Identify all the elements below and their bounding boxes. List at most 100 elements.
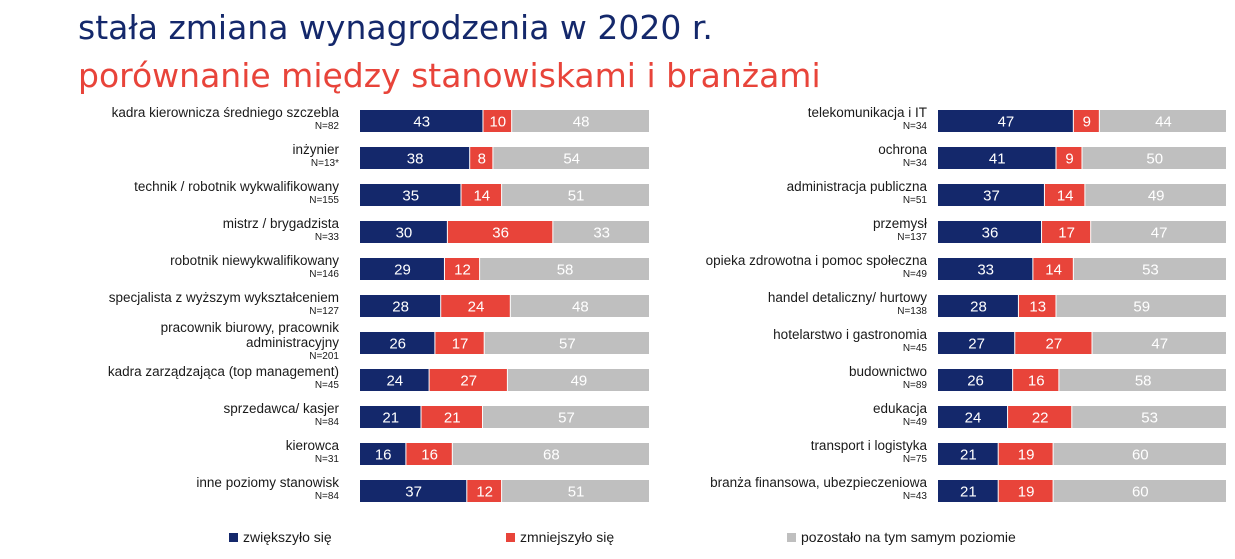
industry-sample-size-1: N=34 [903, 158, 928, 169]
position-category-label-3: mistrz / brygadzista [223, 216, 340, 231]
industry-data-label-same-0: 44 [1155, 114, 1172, 131]
position-data-label-decreased-1: 8 [478, 151, 486, 168]
position-sample-size-8: N=84 [315, 417, 340, 428]
position-category-label-8: sprzedawca/ kasjer [223, 401, 339, 416]
industry-data-label-decreased-8: 22 [1032, 410, 1049, 427]
industry-bar-same-2 [1085, 184, 1226, 206]
position-data-label-increased-6: 26 [389, 336, 406, 353]
legend-label-increased: zwiększyło się [243, 529, 332, 545]
legend-swatch-increased [229, 532, 238, 542]
position-bar-increased-0 [360, 110, 483, 132]
industry-sample-size-8: N=49 [903, 417, 928, 428]
position-bar-increased-8 [360, 406, 421, 428]
industry-bar-same-5 [1056, 295, 1226, 317]
position-bar-increased-3 [360, 221, 447, 243]
industry-sample-size-0: N=34 [903, 121, 928, 132]
position-data-label-same-5: 48 [572, 299, 589, 316]
position-bar-same-1 [493, 147, 649, 169]
industry-data-label-decreased-5: 13 [1029, 299, 1046, 316]
industry-data-label-decreased-7: 16 [1028, 373, 1045, 390]
position-bar-decreased-10 [467, 480, 502, 502]
position-data-label-same-7: 49 [571, 373, 588, 390]
legend-swatch-same [787, 532, 796, 542]
position-bar-decreased-4 [444, 258, 480, 280]
position-bar-decreased-0 [483, 110, 512, 132]
industry-category-label-2: administracja publiczna [787, 179, 928, 194]
position-bar-increased-9 [360, 443, 406, 465]
position-sample-size-6: N=201 [309, 351, 339, 362]
industry-data-label-increased-7: 26 [967, 373, 984, 390]
industry-data-label-increased-6: 27 [968, 336, 985, 353]
industry-bar-increased-0 [938, 110, 1073, 132]
position-data-label-increased-0: 43 [413, 114, 430, 131]
position-bar-increased-7 [360, 369, 429, 391]
position-data-label-same-3: 33 [593, 225, 610, 242]
position-data-label-increased-3: 30 [396, 225, 413, 242]
industry-data-label-increased-2: 37 [983, 188, 1000, 205]
industry-category-label-10: branża finansowa, ubezpieczeniowa [710, 475, 927, 490]
position-data-label-increased-8: 21 [382, 410, 399, 427]
industry-bar-decreased-6 [1015, 332, 1092, 354]
position-bar-decreased-3 [447, 221, 553, 243]
position-data-label-decreased-6: 17 [452, 336, 469, 353]
position-sample-size-2: N=155 [309, 195, 339, 206]
position-data-label-increased-10: 37 [405, 484, 422, 501]
position-category-label-6-line-1: administracyjny [246, 335, 339, 350]
position-category-label-4: robotnik niewykwalifikowany [170, 253, 339, 268]
industry-bar-same-1 [1082, 147, 1226, 169]
industry-bar-same-4 [1073, 258, 1226, 280]
industry-data-label-increased-10: 21 [960, 484, 977, 501]
industry-bar-same-0 [1099, 110, 1226, 132]
position-data-label-same-8: 57 [558, 410, 575, 427]
industry-sample-size-2: N=51 [903, 195, 928, 206]
industry-data-label-increased-4: 33 [977, 262, 994, 279]
industry-bar-decreased-10 [998, 480, 1053, 502]
charts-canvas: 43 10 48 kadra kierownicza średniego szczeb… [108, 105, 1226, 502]
position-data-label-decreased-10: 12 [476, 484, 493, 501]
industry-data-label-increased-0: 47 [998, 114, 1015, 131]
industry-bar-decreased-7 [1013, 369, 1059, 391]
industry-data-label-increased-1: 41 [989, 151, 1006, 168]
position-data-label-decreased-9: 16 [421, 447, 438, 464]
industry-category-label-5: handel detaliczny/ hurtowy [768, 290, 927, 305]
industry-sample-size-4: N=49 [903, 269, 928, 280]
industry-bar-decreased-2 [1044, 184, 1085, 206]
position-sample-size-0: N=82 [315, 121, 340, 132]
industry-bar-decreased-8 [1008, 406, 1072, 428]
industry-bar-decreased-3 [1042, 221, 1091, 243]
industry-sample-size-3: N=137 [897, 232, 927, 243]
industry-data-label-increased-8: 24 [965, 410, 982, 427]
position-bar-increased-2 [360, 184, 461, 206]
position-data-label-same-2: 51 [568, 188, 585, 205]
chart-title: stała zmiana wynagrodzenia w 2020 r. [78, 8, 713, 47]
position-data-label-decreased-3: 36 [492, 225, 509, 242]
legend-label-same: pozostało na tym samym poziomie [801, 529, 1016, 545]
industry-bar-decreased-1 [1056, 147, 1082, 169]
position-data-label-decreased-8: 21 [444, 410, 461, 427]
legend-item-same: pozostało na tym samym poziomie [787, 528, 1016, 546]
position-bar-increased-10 [360, 480, 467, 502]
industry-data-label-same-5: 59 [1133, 299, 1150, 316]
industry-bar-increased-5 [938, 295, 1018, 317]
industry-bar-increased-10 [938, 480, 998, 502]
position-bar-same-4 [480, 258, 649, 280]
industry-data-label-same-2: 49 [1148, 188, 1165, 205]
position-sample-size-7: N=45 [315, 380, 340, 391]
industry-bar-increased-7 [938, 369, 1013, 391]
position-bar-decreased-9 [406, 443, 452, 465]
position-bar-same-6 [484, 332, 649, 354]
industry-sample-size-6: N=45 [903, 343, 928, 354]
position-data-label-same-6: 57 [559, 336, 576, 353]
position-bar-same-5 [510, 295, 649, 317]
position-bar-decreased-5 [441, 295, 510, 317]
position-sample-size-1: N=13* [311, 158, 339, 169]
industry-data-label-same-3: 47 [1151, 225, 1168, 242]
industry-data-label-same-4: 53 [1142, 262, 1159, 279]
industry-data-label-same-8: 53 [1141, 410, 1158, 427]
position-data-label-increased-5: 28 [392, 299, 409, 316]
position-data-label-decreased-4: 12 [454, 262, 471, 279]
industry-data-label-decreased-10: 19 [1018, 484, 1035, 501]
position-data-label-decreased-2: 14 [473, 188, 490, 205]
position-bar-increased-5 [360, 295, 441, 317]
industry-bar-increased-1 [938, 147, 1056, 169]
